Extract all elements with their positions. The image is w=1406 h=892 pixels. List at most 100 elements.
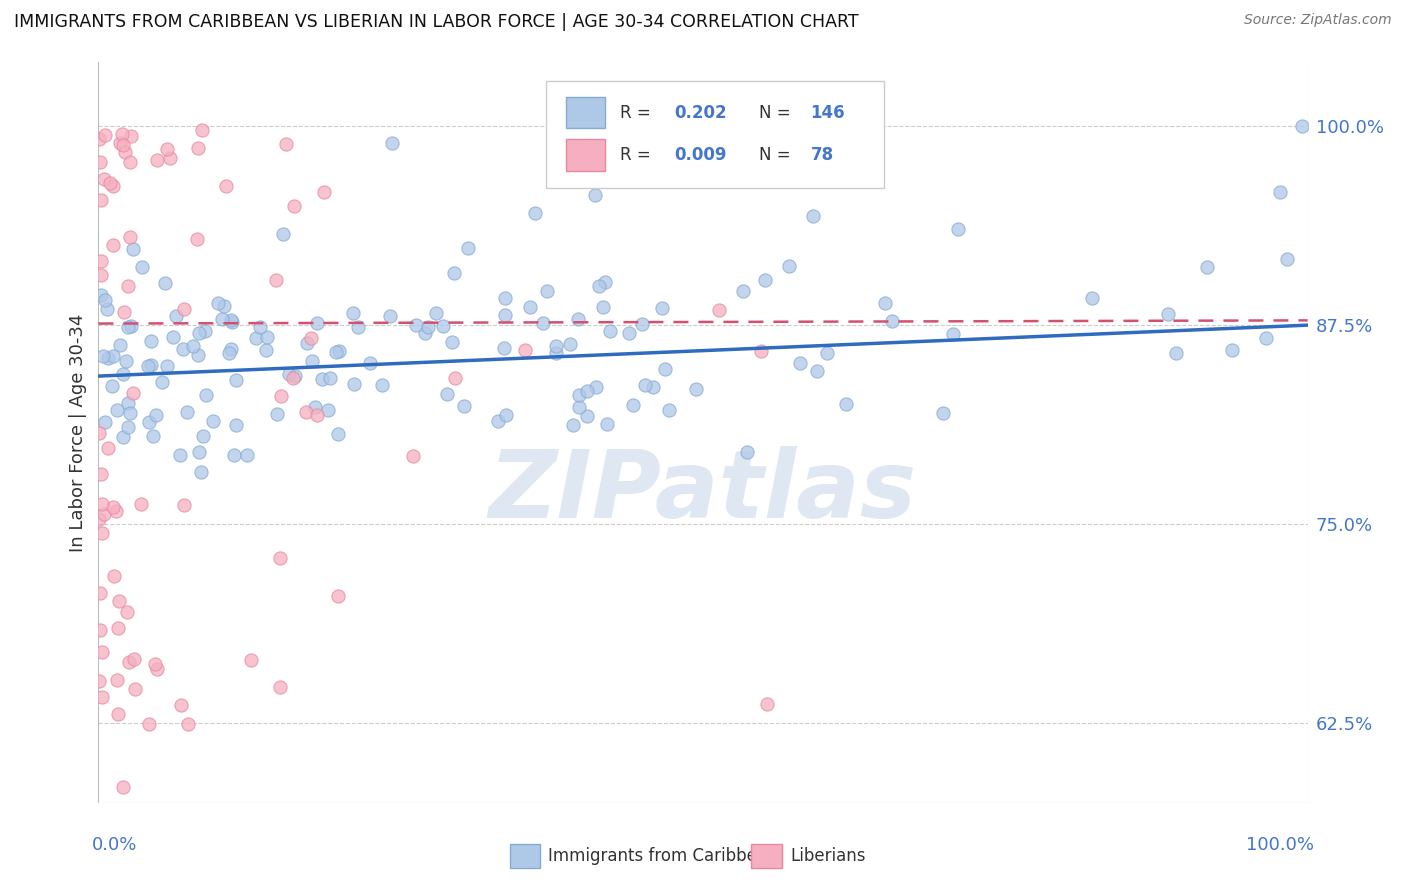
Point xyxy=(561,417,583,432)
Point xyxy=(89,132,111,146)
Point xyxy=(112,137,135,152)
Point xyxy=(733,284,755,298)
Point xyxy=(225,374,247,388)
Point xyxy=(311,372,333,386)
Point xyxy=(413,326,436,340)
Point xyxy=(90,193,112,207)
Point xyxy=(114,145,136,159)
Point xyxy=(177,716,200,731)
Point xyxy=(93,349,115,363)
Point xyxy=(87,512,110,526)
Point xyxy=(111,780,134,794)
Point xyxy=(218,346,240,360)
Point xyxy=(873,296,896,310)
Point xyxy=(519,300,541,314)
Point xyxy=(1270,186,1292,200)
Point xyxy=(585,379,607,393)
Point xyxy=(96,301,118,316)
Point xyxy=(249,319,271,334)
Point xyxy=(122,386,145,401)
Point xyxy=(143,657,166,671)
Point xyxy=(118,655,141,669)
Point xyxy=(111,127,134,141)
Text: 100.0%: 100.0% xyxy=(1246,836,1313,855)
Point xyxy=(150,375,173,389)
Point xyxy=(146,662,169,676)
Point xyxy=(131,260,153,274)
Point xyxy=(432,319,454,334)
Point xyxy=(93,507,115,521)
Point xyxy=(443,370,465,384)
Point xyxy=(90,467,112,482)
Point xyxy=(173,301,195,316)
Point xyxy=(801,209,824,223)
Point xyxy=(124,652,146,666)
Text: R =: R = xyxy=(620,146,651,164)
Point xyxy=(576,409,599,423)
Point xyxy=(342,306,364,320)
Point xyxy=(221,315,243,329)
Point xyxy=(212,299,235,313)
Point xyxy=(457,241,479,255)
Point xyxy=(416,320,439,334)
Point xyxy=(101,179,124,194)
Point xyxy=(495,408,517,422)
Point xyxy=(453,399,475,413)
Point xyxy=(295,335,318,350)
Point xyxy=(533,316,555,330)
Point xyxy=(211,311,233,326)
Point xyxy=(305,316,328,330)
Point xyxy=(806,364,828,378)
Point xyxy=(120,128,142,143)
Point xyxy=(436,387,458,401)
Point xyxy=(245,331,267,345)
Point xyxy=(139,358,162,372)
Point xyxy=(312,185,335,199)
Text: 0.202: 0.202 xyxy=(673,103,727,122)
Point xyxy=(112,367,135,381)
Point xyxy=(117,279,139,293)
Point xyxy=(1081,291,1104,305)
Point xyxy=(568,401,591,415)
Point xyxy=(273,227,295,242)
Point xyxy=(1291,119,1313,133)
Point xyxy=(270,389,292,403)
Point xyxy=(90,254,112,268)
Point xyxy=(91,690,114,704)
Point xyxy=(224,448,246,462)
Text: 146: 146 xyxy=(811,103,845,122)
Point xyxy=(97,441,120,455)
Point xyxy=(110,338,132,352)
Point xyxy=(301,354,323,368)
Point xyxy=(1157,307,1180,321)
Point xyxy=(176,405,198,419)
Point xyxy=(89,586,111,600)
Point xyxy=(633,377,655,392)
Point xyxy=(269,551,291,566)
Point xyxy=(815,346,838,360)
Point xyxy=(264,273,287,287)
FancyBboxPatch shape xyxy=(567,97,605,128)
FancyBboxPatch shape xyxy=(546,81,884,188)
Point xyxy=(139,334,162,348)
Point xyxy=(89,426,111,441)
Point xyxy=(103,568,125,582)
Point xyxy=(98,176,121,190)
Point xyxy=(596,417,619,432)
Text: Liberians: Liberians xyxy=(790,847,866,865)
Point xyxy=(165,309,187,323)
Point xyxy=(104,504,127,518)
Point xyxy=(107,706,129,721)
Point xyxy=(169,448,191,462)
Point xyxy=(183,339,205,353)
Point xyxy=(749,344,772,359)
Point xyxy=(1275,252,1298,267)
Point xyxy=(239,653,262,667)
Point xyxy=(107,621,129,635)
Point xyxy=(153,276,176,290)
Point xyxy=(112,305,135,319)
Point xyxy=(835,397,858,411)
Point xyxy=(402,449,425,463)
Point xyxy=(90,287,112,301)
Point xyxy=(558,336,581,351)
